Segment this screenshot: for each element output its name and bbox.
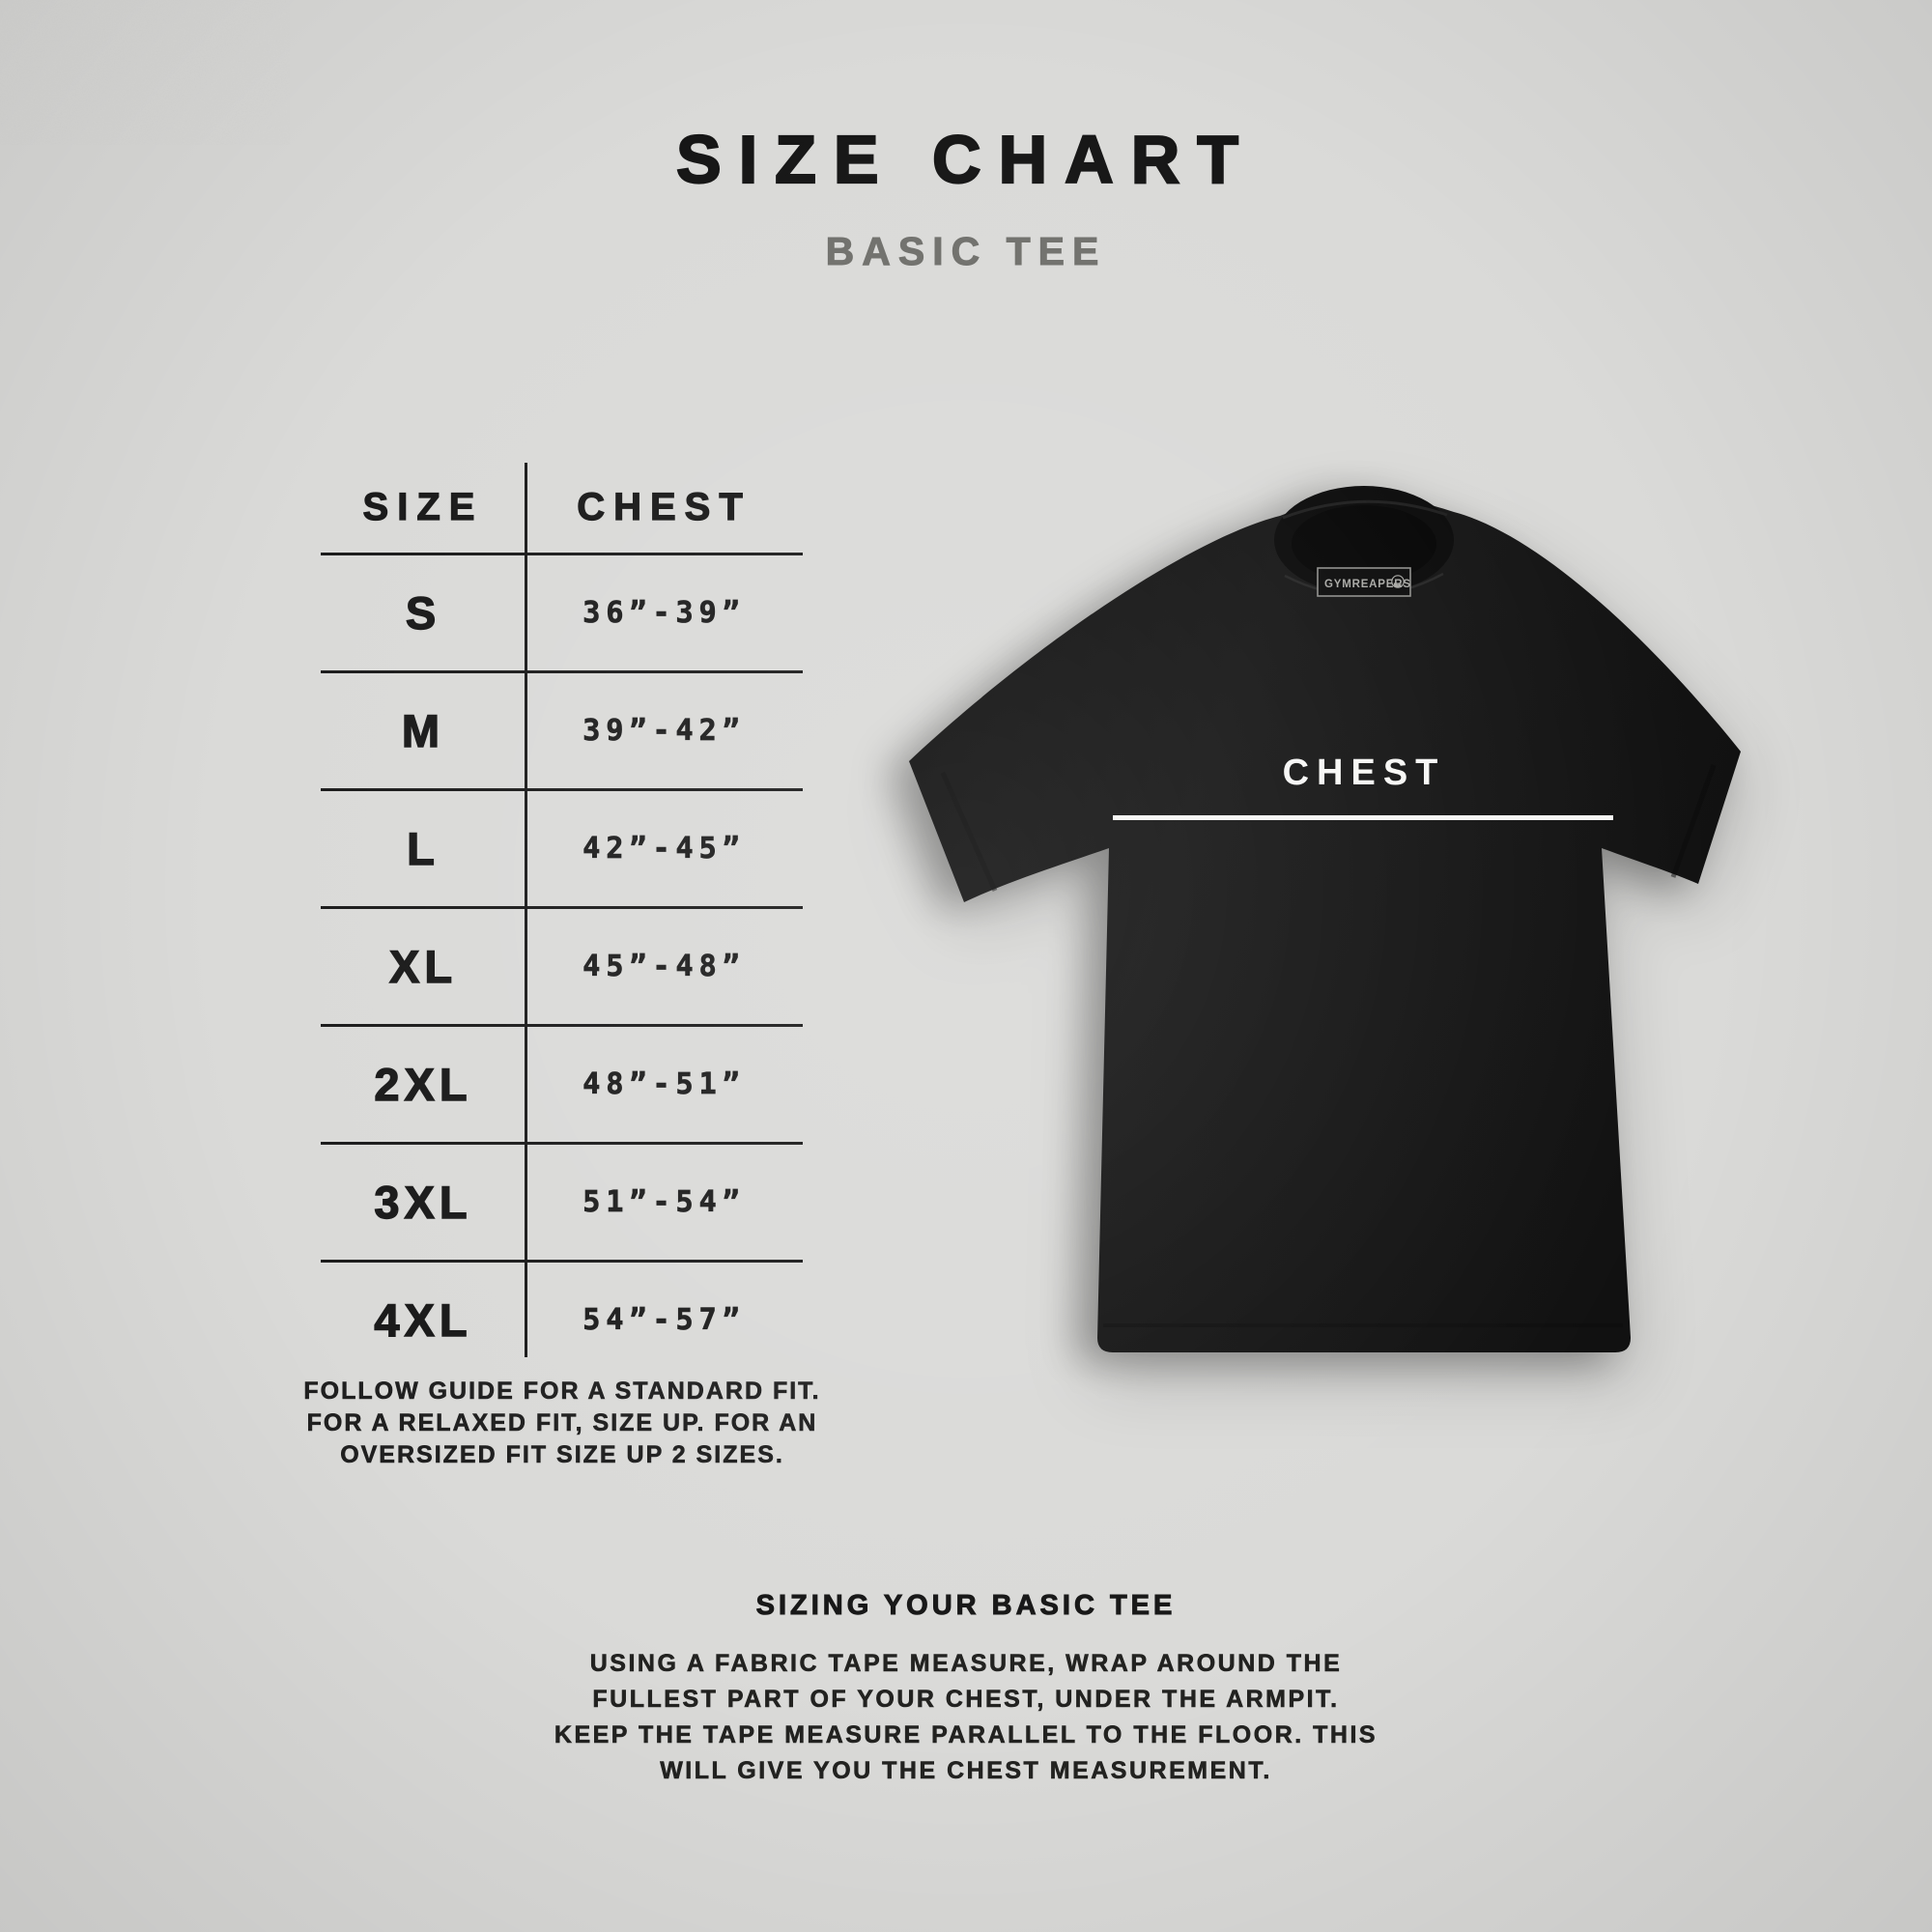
table-column-divider (525, 463, 527, 1357)
fit-note-line: FOLLOW GUIDE FOR A STANDARD FIT. (303, 1378, 821, 1406)
collar-opening (1292, 505, 1436, 582)
page-subtitle: BASIC TEE (825, 229, 1107, 273)
film-grain-overlay (0, 0, 290, 145)
column-header-chest: CHEST (577, 485, 752, 528)
sizing-guide-line: WILL GIVE YOU THE CHEST MEASUREMENT. (660, 1757, 1272, 1785)
table-row-m: M 39”-42” (321, 670, 803, 788)
table-row-4xl: 4XL 54”-57” (321, 1260, 803, 1378)
collar-highlight (1282, 499, 1448, 520)
tshirt-graphic: GYMREAPERS CHEST (909, 486, 1741, 1352)
size-chart-table: SIZE CHEST S 36”-39” M 39”-42” L 42”-45”… (321, 463, 803, 1357)
table-header-row: SIZE CHEST (321, 463, 803, 553)
size-cell: M (401, 704, 445, 756)
table-row-xl: XL 45”-48” (321, 906, 803, 1024)
fit-note-line: FOR A RELAXED FIT, SIZE UP. FOR AN (306, 1409, 818, 1437)
fit-note: FOLLOW GUIDE FOR A STANDARD FIT. FOR A R… (224, 1376, 900, 1471)
reaper-logo-icon (1391, 575, 1405, 588)
table-row-l: L 42”-45” (321, 788, 803, 906)
sizing-guide-text: USING A FABRIC TAPE MEASURE, WRAP AROUND… (483, 1646, 1449, 1789)
size-cell: 3XL (374, 1176, 472, 1228)
chest-cell: 48”-51” (582, 1067, 746, 1102)
page-title: SIZE CHART (675, 122, 1256, 197)
column-header-size: SIZE (362, 485, 484, 528)
table-row-s: S 36”-39” (321, 553, 803, 670)
sizing-guide-line: FULLEST PART OF YOUR CHEST, UNDER THE AR… (592, 1686, 1340, 1714)
fit-note-line: OVERSIZED FIT SIZE UP 2 SIZES. (340, 1441, 784, 1469)
chest-cell: 39”-42” (582, 714, 746, 749)
chest-cell: 36”-39” (582, 596, 746, 631)
sizing-guide-heading: SIZING YOUR BASIC TEE (755, 1590, 1177, 1622)
size-cell: L (406, 822, 440, 874)
chest-cell: 54”-57” (582, 1303, 746, 1338)
size-cell: XL (388, 940, 458, 992)
tshirt-body (909, 497, 1741, 1352)
chest-marking-label: CHEST (1283, 753, 1446, 793)
chest-cell: 42”-45” (582, 832, 746, 867)
table-row-2xl: 2XL 48”-51” (321, 1024, 803, 1142)
left-cuff-seam (940, 771, 998, 893)
sizing-guide-line: USING A FABRIC TAPE MEASURE, WRAP AROUND… (589, 1650, 1343, 1678)
table-row-3xl: 3XL 51”-54” (321, 1142, 803, 1260)
sizing-guide-line: KEEP THE TAPE MEASURE PARALLEL TO THE FL… (554, 1721, 1378, 1749)
brand-label: GYMREAPERS (1317, 567, 1411, 597)
right-cuff-seam (1670, 764, 1717, 878)
chest-cell: 51”-54” (582, 1185, 746, 1220)
size-cell: 2XL (374, 1058, 472, 1110)
size-cell: S (405, 586, 441, 639)
size-cell: 4XL (374, 1293, 472, 1346)
chest-marking-line (1113, 815, 1613, 820)
chest-cell: 45”-48” (582, 950, 746, 984)
brand-label-text: GYMREAPERS (1324, 579, 1411, 590)
